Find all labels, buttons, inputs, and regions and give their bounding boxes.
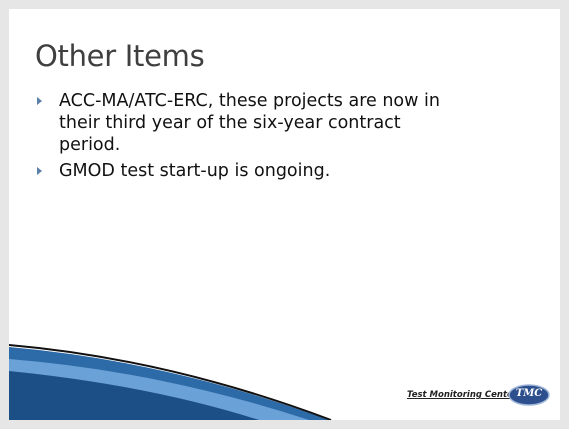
bullet-item: GMOD test start-up is ongoing. — [37, 160, 330, 182]
swoosh-front — [9, 371, 259, 420]
logo — [508, 384, 550, 406]
bullet-text: ACC-MA/ATC-ERC, these projects are now i… — [59, 91, 440, 111]
logo-shape — [508, 384, 550, 406]
bullet-text: their third year of the six-year contrac… — [59, 113, 401, 133]
swoosh-edge — [9, 344, 332, 420]
bullet-text: period. — [59, 135, 121, 155]
logo-text: TMC — [515, 388, 543, 399]
decoration — [9, 344, 332, 420]
bullet-item: ACC-MA/ATC-ERC, these projects are now i… — [37, 90, 440, 156]
bullet-marker — [37, 97, 42, 105]
bullet-marker — [37, 167, 42, 175]
slide-title: Other Items — [35, 39, 205, 73]
footer-org: Test Monitoring Center — [407, 390, 517, 400]
bullet-text: GMOD test start-up is ongoing. — [59, 161, 331, 181]
